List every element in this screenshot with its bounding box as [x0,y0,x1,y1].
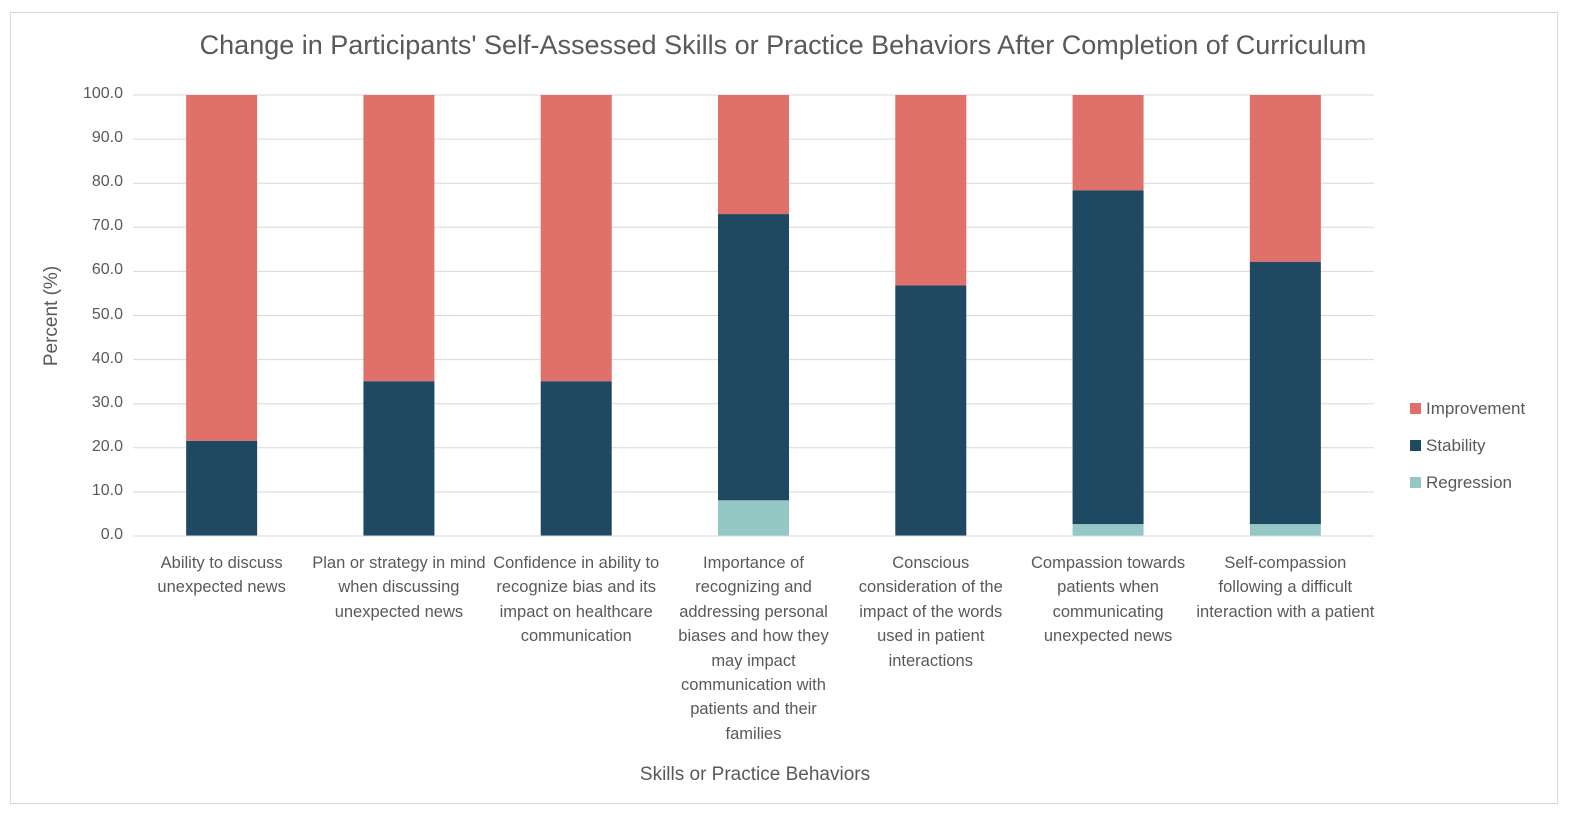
legend-swatch [1410,477,1421,488]
legend-item-regression: Regression [1410,464,1525,501]
y-tick-label: 0.0 [100,526,123,543]
legend-label: Stability [1426,435,1486,455]
bar-improvement-7 [1249,95,1321,262]
y-tick-label: 100.0 [82,85,123,102]
bar-regression-4 [718,500,789,536]
y-tick-label: 30.0 [91,393,123,411]
y-tick-label: 50.0 [91,305,123,323]
category-label: Importance of recognizing and addressing… [678,554,829,743]
bar-regression-6 [1072,524,1144,536]
legend-item-stability: Stability [1410,427,1525,464]
bar-improvement-5 [895,95,967,286]
bar-improvement-3 [540,95,612,382]
legend: Improvement Stability Regression [1410,390,1525,501]
y-tick-label: 80.0 [91,173,123,191]
legend-swatch [1410,440,1421,451]
legend-item-improvement: Improvement [1410,390,1525,427]
y-tick-label: 70.0 [91,217,123,235]
bar-improvement-1 [186,95,258,441]
bar-stability-5 [895,285,967,536]
bar-stability-3 [540,381,612,536]
bar-stability-4 [718,214,789,501]
legend-label: Improvement [1426,398,1526,418]
bar-stability-7 [1249,261,1321,525]
bar-regression-7 [1249,524,1321,536]
bar-stability-6 [1072,190,1144,525]
bar-improvement-4 [718,95,789,215]
bar-stability-1 [186,440,258,536]
category-label: Plan or strategy in mind when discussing… [312,554,486,621]
category-label: Self-compassion following a difficult in… [1196,554,1375,621]
chart-title: Change in Participants' Self-Assessed Sk… [199,30,1367,60]
y-tick-label: 60.0 [91,261,123,279]
bar-improvement-6 [1072,95,1144,191]
y-tick-label: 90.0 [91,129,123,147]
category-label: Confidence in ability to recognize bias … [493,554,660,646]
category-label: Compassion towards patients when communi… [1031,554,1186,646]
x-axis-label: Skills or Practice Behaviors [639,764,871,785]
y-tick-label: 40.0 [91,349,123,367]
legend-swatch [1410,403,1421,414]
y-tick-label: 20.0 [91,437,123,455]
bar-improvement-2 [363,95,435,382]
bar-stability-2 [363,381,435,536]
category-label: Conscious consideration of the impact of… [858,554,1003,670]
category-label: Ability to discuss unexpected news [157,554,286,597]
legend-label: Regression [1426,472,1512,492]
y-tick-label: 10.0 [91,481,123,499]
